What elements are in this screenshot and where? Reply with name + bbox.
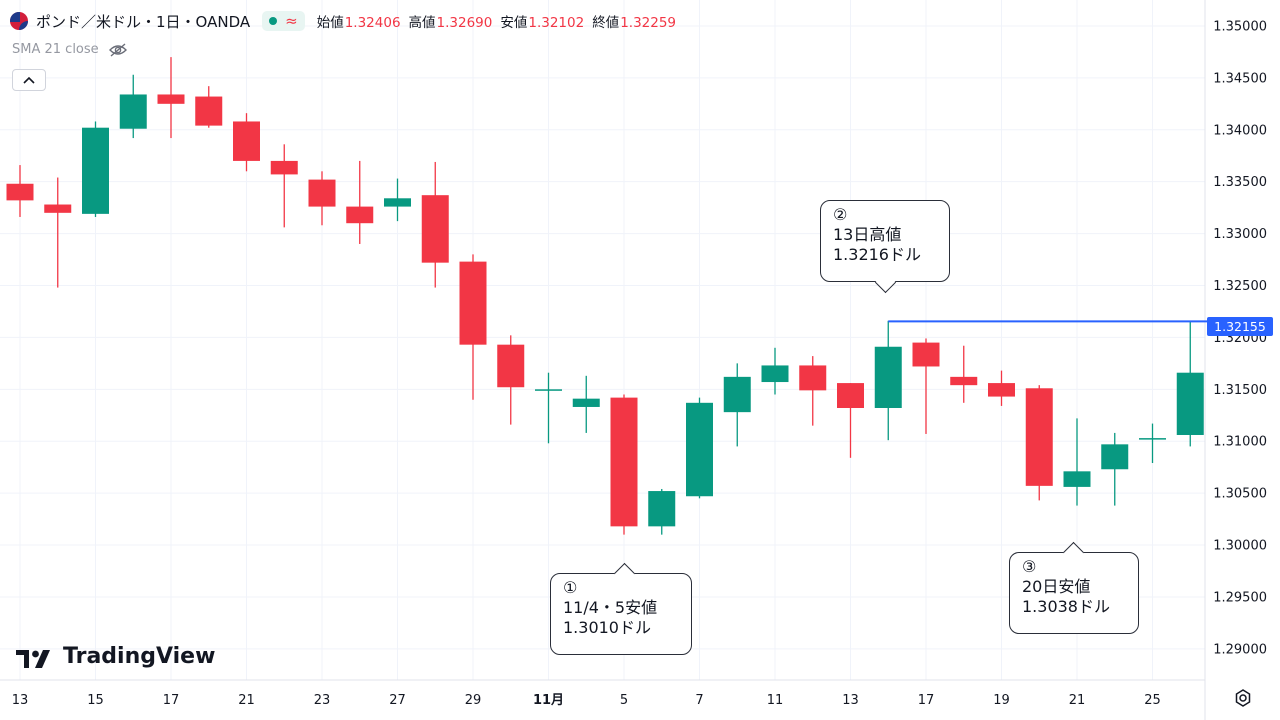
y-tick-label: 1.30000 <box>1213 539 1267 554</box>
callout-line1: 20日安値 <box>1022 577 1091 596</box>
candle-body-down <box>195 96 223 126</box>
x-tick-label: 21 <box>1069 693 1086 708</box>
close-price: 終値1.32259 <box>592 15 677 31</box>
candle-body-down <box>799 365 827 391</box>
symbol-title[interactable]: ポンド／米ドル・1日・OANDA <box>36 12 251 31</box>
x-tick-label: 7 <box>695 693 703 708</box>
x-tick-label: 29 <box>465 693 482 708</box>
candle-body-up <box>1063 471 1091 487</box>
candle-body-down <box>6 183 34 201</box>
market-open-dot-icon <box>269 17 278 25</box>
tradingview-brand[interactable]: TradingView <box>16 644 215 669</box>
candle-body-down <box>346 206 374 224</box>
market-status-pill[interactable]: ≈ <box>262 11 305 31</box>
x-tick-label: 19 <box>993 693 1010 708</box>
x-tick-label: 25 <box>1144 693 1161 708</box>
candle-body-up <box>686 402 713 497</box>
x-tick-label: 23 <box>314 693 331 708</box>
chevron-up-icon <box>23 76 35 84</box>
current-price-tag: 1.32155 <box>1207 317 1273 336</box>
y-tick-label: 1.33000 <box>1213 227 1267 242</box>
candle-body-down <box>44 204 72 213</box>
candle-body-down <box>610 397 638 527</box>
candle-body-up <box>761 365 789 383</box>
y-tick-label: 1.34000 <box>1213 123 1267 138</box>
y-tick-label: 1.31000 <box>1213 435 1267 450</box>
callout-line2: 1.3038ドル <box>1022 597 1110 616</box>
candle-body-up <box>874 346 902 408</box>
candle-body-up <box>1176 372 1204 435</box>
annotation-callout-low-20[interactable]: ③ 20日安値 1.3038ドル <box>1009 552 1139 634</box>
candle-body-down <box>950 376 978 386</box>
candle-body-up <box>119 94 147 129</box>
y-tick-label: 1.31500 <box>1213 383 1267 398</box>
y-tick-label: 1.35000 <box>1213 19 1267 34</box>
y-tick-label: 1.33500 <box>1213 175 1267 190</box>
candle-body-up <box>535 389 562 391</box>
candle-body-up <box>723 376 751 413</box>
annotation-callout-high-13[interactable]: ② 13日高値 1.3216ドル <box>820 200 950 282</box>
y-tick-label: 1.30500 <box>1213 487 1267 502</box>
candle-body-down <box>233 121 260 161</box>
gear-icon[interactable] <box>1233 688 1253 708</box>
x-tick-label: 5 <box>620 693 628 708</box>
high-price: 高値1.32690 <box>408 15 493 31</box>
callout-number: ① <box>563 578 578 597</box>
candle-body-up <box>82 127 109 214</box>
x-tick-label: 17 <box>918 693 935 708</box>
indicator-label[interactable]: SMA 21 close <box>12 42 99 57</box>
y-tick-label: 1.32500 <box>1213 279 1267 294</box>
x-tick-label: 17 <box>163 693 180 708</box>
candle-body-down <box>308 179 336 207</box>
candle-body-up <box>648 491 676 527</box>
chart-legend-header: ポンド／米ドル・1日・OANDA ≈ 始値1.32406 高値1.32690 安… <box>10 9 684 33</box>
x-tick-label: 15 <box>87 693 104 708</box>
candle-body-up <box>384 198 411 207</box>
candle-body-down <box>157 94 185 104</box>
candle-body-up <box>1139 438 1166 440</box>
candle-body-down <box>912 342 940 367</box>
callout-line1: 13日高値 <box>833 225 902 244</box>
callout-line1: 11/4・5安値 <box>563 598 658 617</box>
candle-body-down <box>270 160 298 175</box>
low-price: 安値1.32102 <box>500 15 585 31</box>
x-tick-label: 11 <box>767 693 784 708</box>
annotation-callout-low-nov4-5[interactable]: ① 11/4・5安値 1.3010ドル <box>550 573 692 655</box>
eye-hidden-icon[interactable] <box>108 42 127 57</box>
approx-wave-icon: ≈ <box>285 12 298 30</box>
y-tick-label: 1.34500 <box>1213 71 1267 86</box>
x-tick-label: 13 <box>842 693 859 708</box>
candle-body-down <box>497 344 525 388</box>
candle-body-down <box>421 195 449 263</box>
brand-name: TradingView <box>63 644 216 669</box>
candle-body-down <box>459 261 487 345</box>
collapse-legend-button[interactable] <box>12 69 46 91</box>
callout-line2: 1.3010ドル <box>563 618 651 637</box>
tv-logo-icon <box>16 649 50 668</box>
indicator-legend[interactable]: SMA 21 close <box>12 42 127 57</box>
callout-number: ③ <box>1022 557 1037 576</box>
candle-body-down <box>1025 388 1053 486</box>
callout-line2: 1.3216ドル <box>833 245 921 264</box>
candle-body-up <box>572 398 600 407</box>
candle-body-down <box>837 383 864 408</box>
candle-body-up <box>1101 444 1129 470</box>
open-price: 始値1.32406 <box>316 15 401 31</box>
y-tick-label: 1.29000 <box>1213 642 1267 657</box>
x-tick-label: 13 <box>12 693 29 708</box>
candle-body-down <box>988 383 1015 397</box>
x-tick-label: 11月 <box>533 693 564 708</box>
callout-number: ② <box>833 205 848 224</box>
x-tick-label: 27 <box>389 693 406 708</box>
x-tick-label: 21 <box>238 693 255 708</box>
y-tick-label: 1.29500 <box>1213 590 1267 605</box>
uk-flag-icon <box>10 12 28 30</box>
